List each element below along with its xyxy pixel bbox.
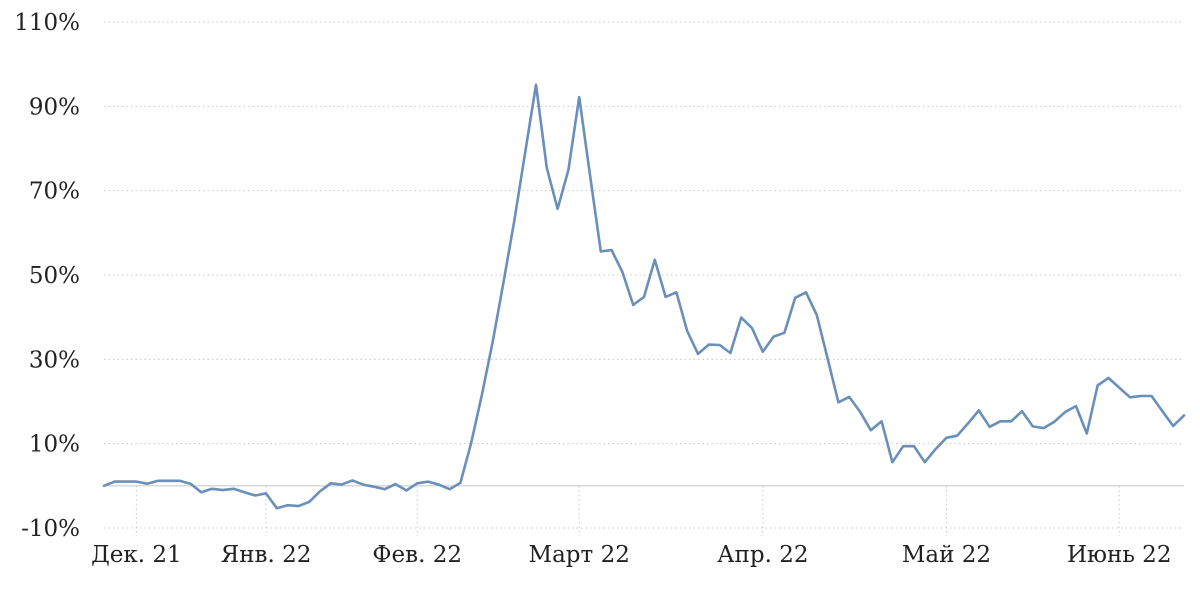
x-axis-ticks <box>135 485 1120 536</box>
x-tick-label: Июнь 22 <box>1067 542 1172 568</box>
y-tick-label: 70% <box>29 179 80 205</box>
x-axis-labels: Дек. 21 Янв. 22 Фев. 22 Март 22 Апр. 22 Май 2… <box>91 542 1171 568</box>
y-tick-label: 30% <box>29 347 80 373</box>
gridlines <box>104 21 1184 529</box>
x-tick-label: Дек. 21 <box>91 542 182 568</box>
y-tick-label: 110% <box>14 10 80 36</box>
series-line <box>102 83 1186 510</box>
y-tick-label: 90% <box>29 94 80 120</box>
x-tick-label: Янв. 22 <box>221 542 312 568</box>
x-tick-label: Март 22 <box>529 542 630 568</box>
x-tick-label: Май 22 <box>902 542 991 568</box>
series-lines <box>102 83 1186 510</box>
x-tick-label: Фев. 22 <box>372 542 462 568</box>
y-tick-label: 50% <box>29 263 80 289</box>
x-tick-label: Апр. 22 <box>717 542 808 568</box>
y-tick-label: -10% <box>21 516 80 542</box>
y-tick-label: 10% <box>29 432 80 458</box>
y-axis-labels: 110% 90% 70% 50% 30% 10% -10% <box>14 10 80 542</box>
